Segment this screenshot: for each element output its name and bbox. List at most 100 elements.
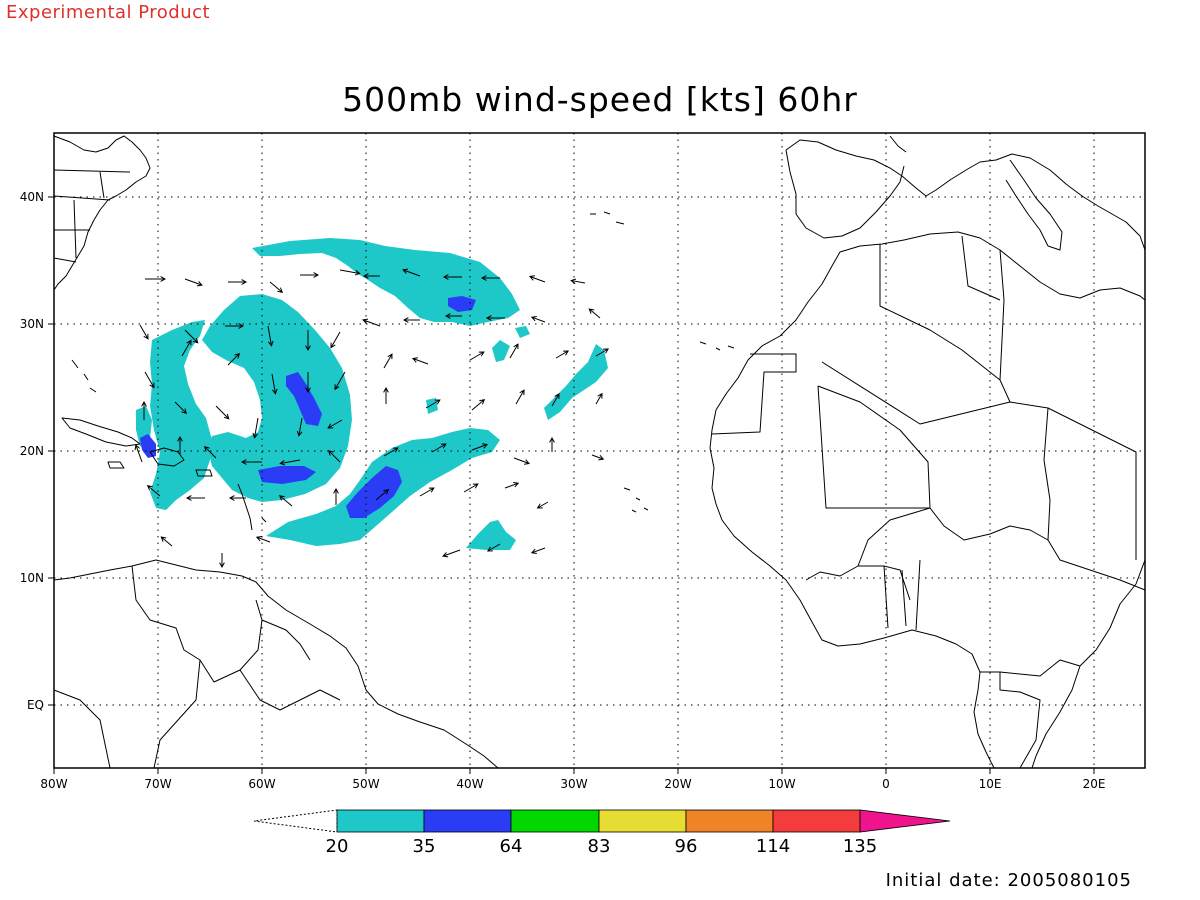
lon-label: 50W — [352, 777, 379, 791]
experimental-product-label: Experimental Product — [6, 2, 211, 23]
wind-arrow — [225, 323, 245, 329]
wind-arrow — [333, 487, 339, 505]
legend-value: 35 — [413, 836, 436, 857]
wind-arrow — [530, 547, 546, 555]
legend-swatch — [423, 809, 512, 833]
legend-value: 114 — [756, 836, 790, 857]
wind-arrow — [267, 325, 274, 347]
wind-arrow — [215, 405, 230, 420]
wind-arrow — [227, 352, 241, 366]
wind-arrow — [444, 313, 462, 319]
wind-arrow — [402, 317, 420, 323]
wind-arrow — [425, 399, 441, 409]
uk-outline — [889, 135, 907, 153]
north-america-coast — [53, 135, 151, 291]
wind-arrow — [134, 444, 143, 463]
wind-arrow — [595, 348, 610, 357]
lon-label: 40W — [456, 777, 483, 791]
wind-arrow — [442, 549, 461, 558]
wind-arrow — [551, 392, 560, 407]
wind-arrow — [411, 357, 429, 365]
wind-arrow — [431, 443, 447, 453]
wind-arrow — [305, 330, 311, 352]
wind-arrow — [184, 329, 199, 344]
wind-arrow — [362, 273, 380, 279]
lat-label: 30N — [20, 317, 44, 331]
europe-coast — [785, 139, 1146, 251]
cape-verde — [623, 487, 649, 513]
wind-arrow — [255, 535, 271, 543]
wind-arrow — [442, 274, 462, 280]
puerto-rico-outline — [195, 469, 213, 477]
legend-value: 83 — [588, 836, 611, 857]
wind-arrow — [146, 485, 161, 497]
wind-arrow — [334, 371, 346, 391]
wind-arrow — [327, 419, 343, 429]
wind-arrow — [513, 457, 531, 465]
wind-arrow — [463, 483, 479, 493]
wind-arrow — [185, 495, 205, 501]
hispaniola-outline — [149, 447, 185, 467]
wind-arrow — [145, 276, 167, 282]
wind-arrow — [269, 281, 284, 293]
wind-arrow — [595, 392, 603, 405]
wind-arrow — [530, 315, 546, 323]
wind-arrow — [141, 400, 147, 420]
lon-label: 10E — [979, 777, 1002, 791]
wind-arrow — [383, 353, 393, 369]
lon-label: 20W — [664, 777, 691, 791]
canary-islands — [699, 341, 735, 351]
italy-outline — [1005, 159, 1063, 251]
africa-coast — [711, 231, 1146, 431]
africa-borders — [711, 249, 1146, 769]
lat-label: 10N — [20, 571, 44, 585]
wind-arrow — [485, 315, 505, 321]
wind-arrow — [588, 308, 601, 319]
wind-arrow — [174, 401, 188, 415]
wind-arrow — [504, 481, 520, 489]
wind-arrow — [536, 501, 549, 509]
lesser-antilles — [237, 483, 267, 531]
legend-value: 64 — [500, 836, 523, 857]
initial-date-label: Initial date: 2005080105 — [885, 870, 1132, 891]
wind-arrow — [339, 269, 361, 276]
wind-arrow — [471, 443, 489, 451]
wind-arrow — [591, 454, 605, 461]
legend-low-end-triangle — [253, 809, 338, 833]
wind-arrow — [509, 343, 519, 359]
legend-value: 96 — [675, 836, 698, 857]
wind-arrow — [471, 399, 486, 411]
lat-label: 40N — [20, 190, 44, 204]
wind-arrow — [327, 449, 341, 463]
lon-label: 20E — [1083, 777, 1106, 791]
map-title: 500mb wind-speed [kts] 60hr — [342, 80, 858, 119]
lon-label: 0 — [882, 777, 890, 791]
wind-arrow — [144, 371, 155, 389]
wind-arrow — [549, 436, 555, 452]
legend-high-end-triangle — [859, 809, 951, 833]
lat-label: 20N — [20, 444, 44, 458]
axis-ticks — [48, 196, 1095, 774]
wind-arrow — [181, 339, 192, 357]
lon-label: 70W — [144, 777, 171, 791]
legend-swatch — [336, 809, 425, 833]
wind-arrow — [296, 417, 303, 437]
us-state-lines — [53, 169, 131, 263]
land-outlines — [53, 135, 1146, 769]
legend-value: 20 — [326, 836, 349, 857]
lon-label: 30W — [560, 777, 587, 791]
legend-swatch — [772, 809, 861, 833]
wind-arrow — [515, 389, 525, 405]
wind-arrow — [240, 459, 262, 465]
lat-label: EQ — [27, 698, 44, 712]
azores — [590, 211, 625, 225]
wind-arrow — [228, 279, 248, 285]
wind-arrow — [160, 536, 173, 547]
west-africa-coast — [709, 429, 995, 769]
wind-arrow — [279, 459, 301, 466]
south-america-borders — [53, 565, 341, 769]
wind-arrow — [203, 445, 217, 459]
wind-arrow — [184, 278, 203, 287]
wind-arrow — [555, 350, 570, 359]
